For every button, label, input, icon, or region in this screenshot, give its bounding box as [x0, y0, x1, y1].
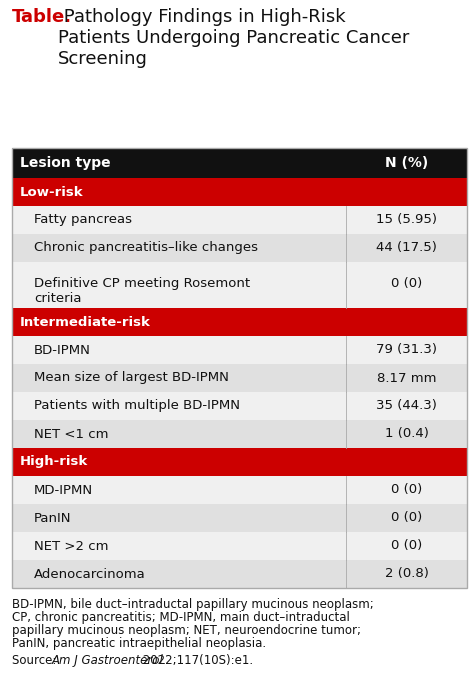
- Bar: [12, 308, 466, 336]
- Text: MD-IPMN: MD-IPMN: [34, 484, 93, 496]
- Bar: [12, 148, 466, 588]
- Text: Pathology Findings in High-Risk
Patients Undergoing Pancreatic Cancer
Screening: Pathology Findings in High-Risk Patients…: [58, 8, 408, 68]
- Bar: [12, 392, 466, 420]
- Text: Lesion type: Lesion type: [20, 156, 110, 170]
- Bar: [12, 476, 466, 504]
- Text: 79 (31.3): 79 (31.3): [376, 344, 436, 356]
- Bar: [12, 448, 466, 476]
- Text: Adenocarcinoma: Adenocarcinoma: [34, 568, 146, 580]
- Text: NET <1 cm: NET <1 cm: [34, 428, 108, 440]
- Text: Chronic pancreatitis–like changes: Chronic pancreatitis–like changes: [34, 241, 258, 255]
- Text: Fatty pancreas: Fatty pancreas: [34, 214, 132, 227]
- Text: Patients with multiple BD-IPMN: Patients with multiple BD-IPMN: [34, 400, 239, 412]
- Bar: [12, 178, 466, 206]
- Text: Source:: Source:: [12, 654, 60, 667]
- Text: criteria: criteria: [34, 293, 81, 305]
- Text: N (%): N (%): [384, 156, 427, 170]
- Text: Table.: Table.: [12, 8, 72, 26]
- Text: Low-risk: Low-risk: [20, 186, 83, 199]
- Text: CP, chronic pancreatitis; MD-IPMN, main duct–intraductal: CP, chronic pancreatitis; MD-IPMN, main …: [12, 611, 349, 624]
- Text: 0 (0): 0 (0): [390, 540, 421, 552]
- Text: PanIN: PanIN: [34, 512, 71, 524]
- Text: 8.17 mm: 8.17 mm: [376, 372, 436, 384]
- Text: 2022;117(10S):e1.: 2022;117(10S):e1.: [139, 654, 253, 667]
- Text: 0 (0): 0 (0): [390, 277, 421, 290]
- Bar: [12, 148, 466, 178]
- Bar: [12, 364, 466, 392]
- Bar: [12, 336, 466, 364]
- Text: 44 (17.5): 44 (17.5): [376, 241, 436, 255]
- Text: High-risk: High-risk: [20, 456, 88, 468]
- Bar: [12, 206, 466, 234]
- Text: PanIN, pancreatic intraepithelial neoplasia.: PanIN, pancreatic intraepithelial neopla…: [12, 637, 266, 650]
- Text: 15 (5.95): 15 (5.95): [376, 214, 436, 227]
- Text: papillary mucinous neoplasm; NET, neuroendocrine tumor;: papillary mucinous neoplasm; NET, neuroe…: [12, 624, 360, 637]
- Bar: [12, 420, 466, 448]
- Bar: [12, 262, 466, 308]
- Text: 35 (44.3): 35 (44.3): [376, 400, 436, 412]
- Text: 0 (0): 0 (0): [390, 512, 421, 524]
- Bar: [12, 234, 466, 262]
- Bar: [12, 560, 466, 588]
- Text: Mean size of largest BD-IPMN: Mean size of largest BD-IPMN: [34, 372, 228, 384]
- Text: 0 (0): 0 (0): [390, 484, 421, 496]
- Text: Intermediate-risk: Intermediate-risk: [20, 316, 150, 328]
- Text: BD-IPMN, bile duct–intraductal papillary mucinous neoplasm;: BD-IPMN, bile duct–intraductal papillary…: [12, 598, 373, 611]
- Bar: [12, 532, 466, 560]
- Text: Definitive CP meeting Rosemont: Definitive CP meeting Rosemont: [34, 276, 249, 290]
- Text: 2 (0.8): 2 (0.8): [384, 568, 428, 580]
- Text: 1 (0.4): 1 (0.4): [384, 428, 428, 440]
- Text: NET >2 cm: NET >2 cm: [34, 540, 108, 552]
- Text: BD-IPMN: BD-IPMN: [34, 344, 91, 356]
- Bar: [12, 504, 466, 532]
- Text: Am J Gastroenterol.: Am J Gastroenterol.: [52, 654, 167, 667]
